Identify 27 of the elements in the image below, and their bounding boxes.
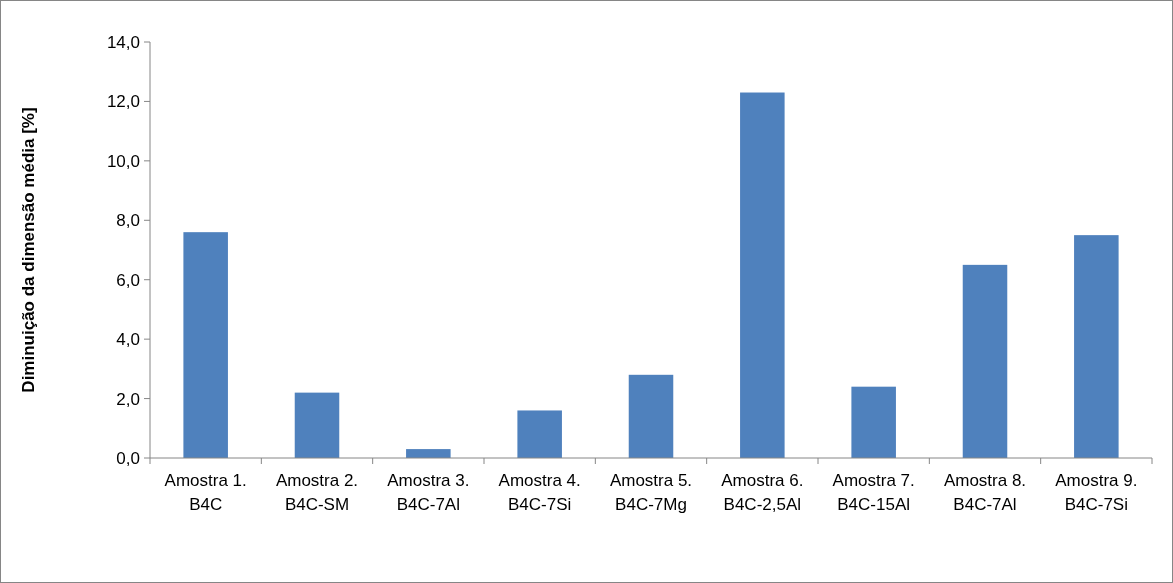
bar xyxy=(1074,235,1119,458)
y-tick-label: 14,0 xyxy=(106,32,140,52)
bar xyxy=(517,410,562,458)
x-tick-label: Amostra 6. B4C-2,5Al xyxy=(721,471,804,514)
x-tick-label: Amostra 4. B4C-7Si xyxy=(498,471,581,514)
x-tick-label: Amostra 8. B4C-7Al xyxy=(943,471,1027,514)
bar xyxy=(628,374,674,458)
x-tick-label: Amostra 3. B4C-7Al xyxy=(387,471,470,514)
y-tick-label: 10,0 xyxy=(106,151,140,171)
y-tick-label: 0,0 xyxy=(116,448,140,468)
y-tick-label: 6,0 xyxy=(116,270,140,290)
y-tick-label: 4,0 xyxy=(116,330,140,350)
bar xyxy=(406,449,451,458)
y-tick-label: 8,0 xyxy=(116,211,140,231)
bar xyxy=(962,264,1008,458)
x-tick-label: Amostra 1. B4C xyxy=(164,471,247,514)
x-tick-label: Amostra 5. B4C-7Mg xyxy=(609,471,693,514)
y-tick-label: 2,0 xyxy=(116,389,140,409)
x-tick-label: Amostra 7. B4C-15Al xyxy=(832,471,915,514)
bar xyxy=(851,386,896,458)
x-tick-label: Amostra 9. B4C-7Si xyxy=(1055,471,1138,514)
y-axis-title: Diminuição da dimensão média [%] xyxy=(19,107,38,393)
x-tick-label: Amostra 2. B4C-SM xyxy=(275,471,359,514)
bar xyxy=(740,92,785,458)
y-tick-label: 12,0 xyxy=(106,92,140,112)
bar xyxy=(294,392,340,458)
bar xyxy=(183,232,228,458)
